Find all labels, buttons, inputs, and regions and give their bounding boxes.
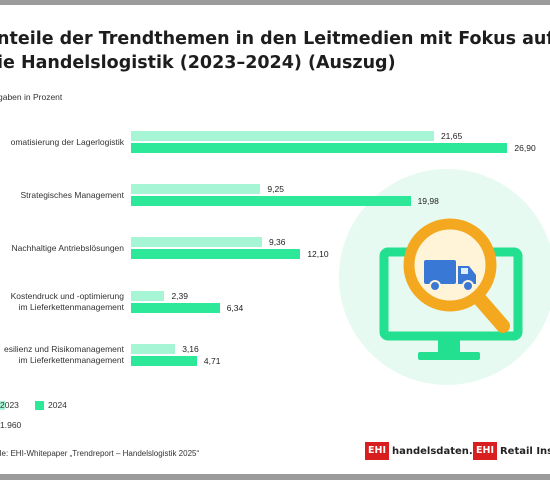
category-label-line: im Lieferkettenmanagement — [18, 302, 124, 312]
category-label-line: omatisierung der Lagerlogistik — [10, 136, 124, 147]
data-label-2024: 26,90 — [514, 142, 536, 153]
legend-swatch-2023 — [0, 401, 5, 410]
sample-size-note: 1.960 — [0, 420, 22, 430]
category-label: Strategisches Management — [21, 190, 124, 201]
bar-2023 — [131, 237, 262, 247]
bar-2023 — [131, 131, 434, 141]
bar-2024 — [131, 196, 411, 206]
legend-label-2024: 2024 — [48, 400, 67, 410]
top-border — [0, 0, 550, 5]
data-label-2023: 9,25 — [267, 183, 284, 194]
handelsdaten-logo-text: handelsdaten.de — [391, 445, 487, 457]
ehi-retail-institute-logo: EHI Retail Instit — [473, 441, 550, 461]
data-label-2023: 2,39 — [171, 290, 188, 301]
monitor-neck-icon — [438, 340, 460, 354]
category-label-line: esilienz und Risikomanagement — [3, 344, 124, 354]
data-label-2023: 21,65 — [440, 130, 463, 141]
legend-swatch-2024 — [35, 401, 44, 410]
bar-2024 — [131, 249, 301, 259]
bar-2023 — [131, 291, 165, 301]
data-label-2024: 4,71 — [203, 355, 221, 366]
category-label: Kostendruck und -optimierung im Lieferket… — [11, 291, 124, 313]
data-label-2024: 19,98 — [417, 195, 439, 206]
category-label: Nachhaltige Antriebslösungen — [12, 243, 124, 254]
bottom-border — [0, 474, 550, 480]
monitor-stand-icon — [418, 352, 480, 360]
chart-title-line-2: ie Handelslogistik (2023–2024) (Auszug) — [0, 53, 396, 73]
bar-2023 — [131, 184, 261, 194]
data-label-2024: 12,10 — [307, 248, 329, 259]
data-label-2023: 9,36 — [268, 236, 286, 247]
bar-2024 — [131, 143, 508, 153]
source-note: lle: EHI-Whitepaper „Trendreport – Hande… — [0, 449, 200, 458]
bar-2023 — [131, 344, 176, 354]
category-label: omatisierung der Lagerlogistik — [11, 137, 124, 148]
chart-unit-label: gaben in Prozent — [0, 92, 63, 102]
ehi-logo-box: EHI — [473, 442, 497, 460]
category-label: esilienz und Risikomanagement im Lieferke… — [4, 344, 124, 366]
ehi-retail-institute-logo-text: Retail Instit — [499, 445, 550, 457]
truck-icon — [424, 260, 476, 292]
handelsdaten-logo: EHI handelsdaten.de — [365, 441, 487, 461]
category-label-line: Kostendruck und -optimierung — [10, 291, 124, 301]
bar-2024 — [131, 303, 220, 313]
ehi-logo-box: EHI — [365, 442, 389, 460]
data-label-2023: 3,16 — [182, 343, 199, 354]
chart-title: nteile der Trendthemen in den Leitmedien… — [0, 27, 550, 75]
chart-title-line-1: nteile der Trendthemen in den Leitmedien… — [0, 29, 550, 49]
data-label-2024: 6,34 — [226, 302, 244, 313]
category-label-line: Strategisches Management — [20, 189, 124, 200]
magnifier-handle-icon — [470, 289, 510, 333]
bar-2024 — [131, 356, 197, 366]
legend-label-2023: 2023 — [0, 400, 19, 410]
category-label-line: im Lieferkettenmanagement — [18, 355, 124, 365]
category-label-line: Nachhaltige Antriebslösungen — [11, 242, 124, 253]
